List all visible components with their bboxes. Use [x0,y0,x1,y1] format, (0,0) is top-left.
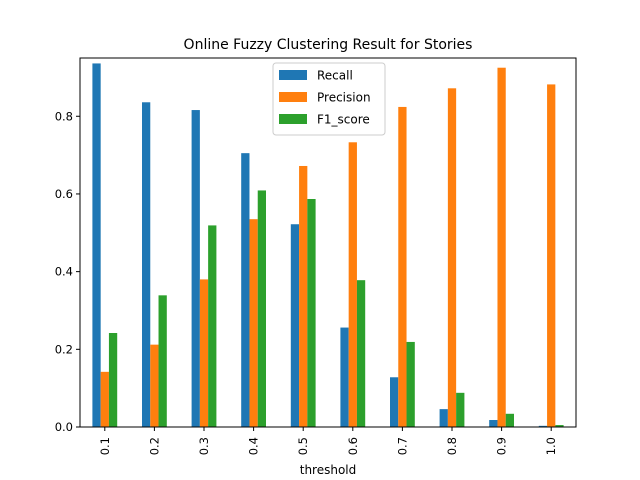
x-tick-label: 0.8 [445,437,459,455]
y-tick-label: 0.6 [55,187,73,201]
bar-recall-0-9 [489,420,498,427]
bar-f1-score-1-0 [555,425,564,427]
bar-recall-0-1 [92,63,101,427]
y-axis-ticks: 0.0 0.2 0.4 0.6 0.8 [55,109,80,434]
y-tick-label: 0.0 [55,420,73,434]
bar-f1-score-0-8 [456,392,465,427]
bar-precision-0-9 [497,67,506,428]
legend-label-recall: Recall [317,69,353,83]
bar-precision-0-3 [199,279,209,427]
bar-f1-score-0-5 [307,199,316,427]
plot-frame [79,57,577,428]
legend: Recall Precision F1_score [272,62,386,136]
bar-recall-0-8 [439,409,448,427]
bar-precision-0-7 [398,106,407,427]
bar-recall-0-7 [390,377,399,427]
bar-f1-score-0-9 [505,413,514,427]
legend-label-f1-score: F1_score [317,113,370,127]
bar-f1-score-0-1 [108,333,118,427]
bar-recall-1-0 [538,425,548,427]
y-tick-label: 0.2 [55,342,73,356]
legend-swatch-recall [279,70,307,80]
bar-precision-0-1 [100,371,109,427]
x-tick-label: 0.7 [395,437,409,455]
bar-precision-0-4 [249,219,258,427]
x-tick-label: 0.9 [495,437,509,455]
x-tick-label: 1.0 [544,437,558,455]
x-tick-label: 0.6 [346,437,360,455]
x-axis-ticks: 0.1 0.2 0.3 0.4 0.5 0.6 0.7 0.8 0.9 1.0 [98,427,558,455]
x-tick-label: 0.1 [98,437,112,455]
y-tick-label: 0.4 [55,265,73,279]
bar-recall-0-5 [290,224,300,427]
x-tick-label: 0.3 [197,437,211,455]
bar-f1-score-0-3 [208,225,217,427]
legend-swatch-f1-score [279,114,307,124]
y-tick-label: 0.8 [55,109,73,123]
bar-recall-0-2 [142,102,151,427]
x-tick-label: 0.4 [247,437,261,455]
bar-recall-0-3 [191,110,200,428]
bar-f1-score-0-4 [257,190,266,427]
chart-title: Online Fuzzy Clustering Result for Stori… [184,37,473,53]
bar-recall-0-4 [241,153,250,427]
bar-recall-0-6 [340,327,349,427]
bar-f1-score-0-6 [356,280,366,427]
bar-precision-0-6 [348,142,357,428]
legend-label-precision: Precision [317,91,371,105]
bar-f1-score-0-7 [406,341,415,427]
legend-swatch-precision [279,92,307,102]
x-tick-label: 0.5 [296,437,310,455]
bar-f1-score-0-2 [158,295,167,427]
bars [92,63,564,428]
bar-precision-0-2 [150,344,159,427]
x-axis-label: threshold [300,463,357,477]
bar-precision-0-5 [299,165,308,428]
bar-precision-0-8 [447,88,457,428]
x-tick-label: 0.2 [147,437,161,455]
bar-precision-1-0 [547,84,556,427]
